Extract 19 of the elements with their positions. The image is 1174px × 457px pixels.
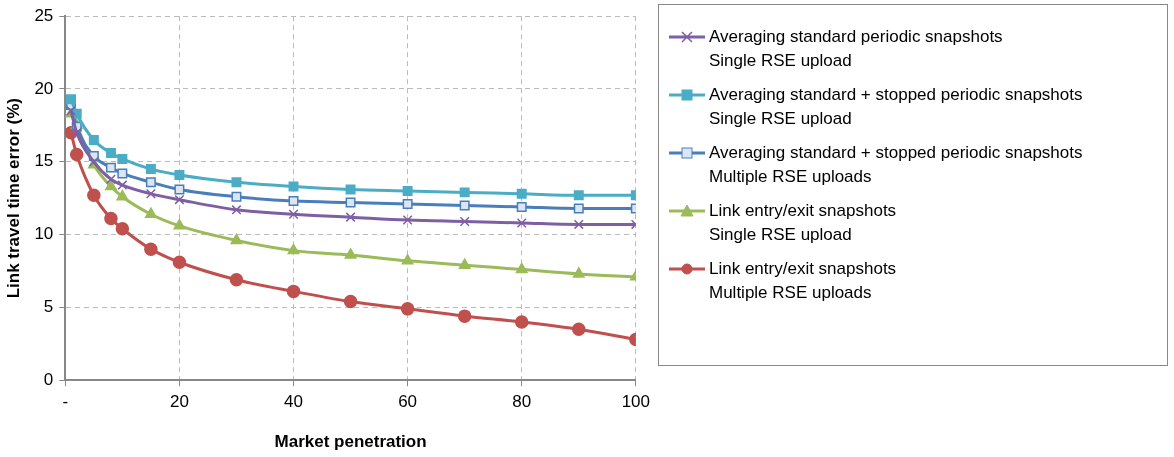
- x-axis-title: Market penetration: [274, 432, 427, 452]
- y-tick-label: 0: [43, 369, 54, 389]
- y-tick-label: 25: [34, 5, 54, 25]
- x-tick-label: 40: [284, 392, 303, 412]
- y-tick-label: 10: [34, 224, 54, 244]
- legend-label: Averaging standard + stopped periodic snapshots Multiple RSE uploads: [709, 142, 1083, 188]
- legend-label: Link entry/exit snapshots Single RSE upload: [709, 200, 897, 246]
- y-tick-label: 20: [34, 78, 54, 98]
- x-tick-label: 80: [512, 392, 532, 412]
- legend-label: Averaging standard periodic snapshots Single RSE upload: [709, 26, 1003, 72]
- legend-label: Averaging standard + stopped periodic snapshots Single RSE upload: [709, 84, 1083, 130]
- x-tick-label: 20: [169, 392, 189, 412]
- x-tick-label: -: [62, 392, 69, 412]
- y-tick-label: 15: [34, 151, 54, 171]
- legend-label: Link entry/exit snapshots Multiple RSE uploads: [709, 258, 897, 304]
- y-tick-label: 5: [43, 297, 54, 317]
- x-tick-label: 60: [398, 392, 418, 412]
- y-axis-title: Link travel time error (%): [3, 98, 23, 299]
- x-tick-label: 100: [621, 392, 651, 412]
